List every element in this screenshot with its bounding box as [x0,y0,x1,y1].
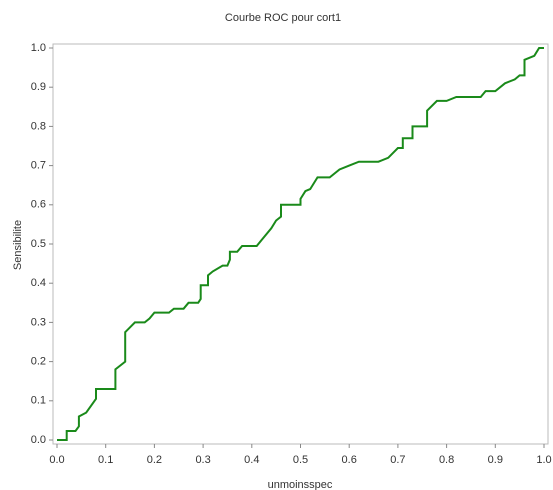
x-tick-label: 0.9 [488,454,503,466]
x-tick-label: 0.7 [390,454,405,466]
y-tick-label: 0.7 [31,160,46,172]
x-tick-label: 0.3 [195,454,210,466]
x-tick-label: 0.1 [98,454,113,466]
plot-frame [52,43,549,445]
y-tick-label: 0.4 [31,277,46,289]
y-tick-label: 0.8 [31,120,46,132]
roc-line [57,47,544,441]
y-tick-label: 0.9 [31,81,46,93]
x-tick-label: 1.0 [536,454,551,466]
x-tick-label: 0.2 [147,454,162,466]
x-tick-label: 0.6 [342,454,357,466]
y-tick-label: 0.3 [31,316,46,328]
x-tick-label: 0.4 [244,454,259,466]
x-tick-label: 0.0 [49,454,64,466]
y-axis-label: Sensibilite [12,220,24,270]
y-tick-label: 0.6 [31,199,46,211]
y-tick-label: 0.0 [31,434,46,446]
y-tick-label: 0.2 [31,356,46,368]
y-tick-label: 0.5 [31,238,46,250]
y-tick-label: 1.0 [31,42,46,54]
x-axis-label: unmoinsspec [268,479,333,490]
x-tick-label: 0.5 [293,454,308,466]
x-tick-label: 0.8 [439,454,454,466]
chart-title: Courbe ROC pour cort1 [225,12,341,24]
y-tick-label: 0.1 [31,395,46,407]
